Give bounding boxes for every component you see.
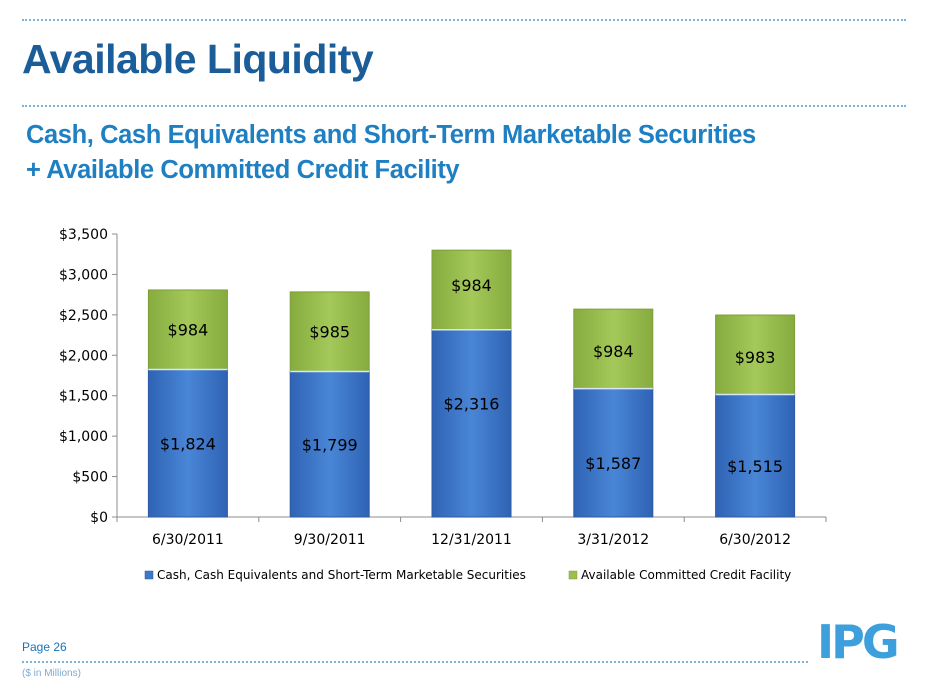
x-tick-label: 9/30/2011 <box>294 532 366 548</box>
title-dotted-rule <box>22 105 906 107</box>
bar-segment-credit-facility <box>573 308 654 390</box>
bar-segment-credit-facility <box>147 289 228 371</box>
page-number: Page 26 <box>22 640 67 654</box>
y-tick-label: $500 <box>72 470 108 486</box>
y-tick-label: $2,000 <box>59 348 108 364</box>
bar-segment-cash <box>431 329 512 518</box>
y-tick-label: $0 <box>90 510 108 526</box>
y-tick-label: $2,500 <box>59 308 108 324</box>
y-tick-label: $1,000 <box>59 429 108 445</box>
data-label-credit-facility: $985 <box>309 323 350 342</box>
bar-segment-credit-facility <box>289 291 370 373</box>
y-tick-label: $3,000 <box>59 267 108 283</box>
y-tick-label: $1,500 <box>59 389 108 405</box>
data-label-cash: $1,587 <box>585 454 641 473</box>
data-label-credit-facility: $984 <box>168 321 209 340</box>
legend-swatch-credit-facility <box>568 570 578 580</box>
data-label-credit-facility: $984 <box>593 342 634 361</box>
y-tick-label: $3,500 <box>59 227 108 243</box>
bar-segment-cash <box>147 369 228 518</box>
units-note: ($ in Millions) <box>22 668 81 679</box>
data-label-cash: $2,316 <box>444 394 500 413</box>
data-label-cash: $1,515 <box>727 457 783 476</box>
legend-label-credit-facility: Available Committed Credit Facility <box>581 568 791 582</box>
subtitle-line-2: + Available Committed Credit Facility <box>26 156 460 184</box>
bar-segment-cash <box>289 371 370 518</box>
data-label-cash: $1,824 <box>160 434 216 453</box>
page-title: Available Liquidity <box>22 36 374 82</box>
footer-dotted-rule <box>22 661 808 663</box>
bar-segment-credit-facility <box>431 249 512 331</box>
stacked-bar-chart: $0 $500 $1,000 $1,500 $2,000 $2,500 $3,000 $3,5… <box>59 227 827 582</box>
x-tick-label: 3/31/2012 <box>577 532 649 548</box>
legend-label-cash: Cash, Cash Equivalents and Short-Term Ma… <box>157 568 526 582</box>
data-label-credit-facility: $984 <box>451 276 492 295</box>
bar-segment-credit-facility <box>715 314 796 396</box>
top-dotted-rule <box>22 19 906 21</box>
subtitle-line-1: Cash, Cash Equivalents and Short-Term Ma… <box>26 121 756 149</box>
bar-segment-cash <box>573 388 654 518</box>
data-label-credit-facility: $983 <box>735 348 776 367</box>
x-tick-label: 6/30/2011 <box>152 532 224 548</box>
x-tick-label: 12/31/2011 <box>431 532 512 548</box>
x-tick-label: 6/30/2012 <box>719 532 791 548</box>
data-label-cash: $1,799 <box>302 435 358 454</box>
bar-segment-cash <box>715 394 796 518</box>
legend-swatch-cash <box>144 570 154 580</box>
ipg-logo: IPG <box>817 615 900 669</box>
